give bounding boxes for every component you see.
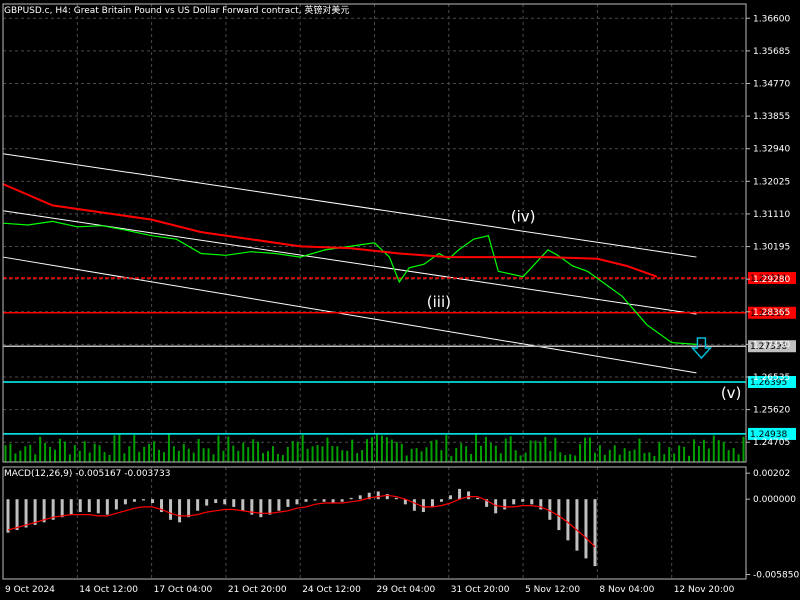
macd-panel bbox=[6, 488, 597, 567]
trend-channel bbox=[2, 153, 697, 374]
level-label-box bbox=[748, 306, 796, 319]
y-tick-label: 1.24705 bbox=[753, 438, 790, 448]
y-tick-label: 1.35685 bbox=[753, 47, 790, 57]
macd-tick-label: 0.00202 bbox=[753, 469, 790, 479]
y-tick-label: 1.33855 bbox=[753, 112, 790, 122]
level-label: 1.29311 bbox=[750, 274, 787, 284]
x-tick-label: 12 Nov 20:00 bbox=[674, 585, 735, 595]
macd-panel-border bbox=[2, 466, 747, 580]
x-tick-label: 9 Oct 2024 bbox=[5, 585, 55, 595]
y-tick-label: 1.32025 bbox=[753, 177, 790, 187]
macd-label: MACD(12,26,9) -0.005167 -0.003733 bbox=[4, 469, 171, 479]
wave-label: (iii) bbox=[427, 293, 451, 311]
level-label-box bbox=[748, 272, 796, 285]
level-label: 1.26395 bbox=[750, 378, 787, 388]
x-tick-label: 24 Oct 12:00 bbox=[302, 585, 361, 595]
price-panel-border bbox=[2, 3, 747, 463]
macd-signal-line bbox=[7, 494, 596, 548]
x-tick-label: 17 Oct 04:00 bbox=[154, 585, 213, 595]
channel-line bbox=[2, 210, 697, 315]
macd-tick-label: 0.000000 bbox=[753, 495, 796, 505]
y-tick-label: 1.29280 bbox=[753, 275, 790, 285]
y-tick-label: 1.36600 bbox=[753, 14, 790, 24]
price-levels: 1.29311 1.28337 1.27398 1.26395 1.24938 bbox=[3, 272, 796, 440]
x-tick-label: 21 Oct 20:00 bbox=[228, 585, 287, 595]
wave-label: (iv) bbox=[511, 207, 536, 225]
level-label: 1.28337 bbox=[750, 309, 787, 319]
y-tick-label: 1.27450 bbox=[753, 340, 790, 350]
level-label-box bbox=[748, 375, 796, 388]
channel-line bbox=[2, 153, 697, 258]
y-tick-label: 1.26535 bbox=[753, 373, 790, 383]
axes: 9 Oct 2024 14 Oct 12:00 17 Oct 04:00 21 Oct… bbox=[2, 3, 799, 595]
level-label-box bbox=[748, 340, 796, 353]
macd-tick-label: -0.005850 bbox=[753, 570, 799, 580]
level-label: 1.24938 bbox=[750, 430, 787, 440]
y-tick-label: 1.32940 bbox=[753, 145, 790, 155]
chart-title: GBPUSD.c, H4: Great Britain Pound vs US … bbox=[4, 6, 350, 16]
x-tick-label: 8 Nov 04:00 bbox=[599, 585, 654, 595]
y-tick-label: 1.30195 bbox=[753, 243, 790, 253]
wave-label: (v) bbox=[721, 384, 742, 402]
y-tick-label: 1.25620 bbox=[753, 406, 790, 416]
x-tick-label: 31 Oct 20:00 bbox=[451, 585, 510, 595]
down-arrow-icon bbox=[690, 337, 713, 360]
level-label-box bbox=[748, 427, 796, 440]
price-line bbox=[2, 220, 697, 345]
x-tick-label: 29 Oct 04:00 bbox=[377, 585, 436, 595]
y-tick-label: 1.31110 bbox=[753, 210, 790, 220]
channel-line bbox=[2, 256, 697, 374]
y-tick-label: 1.34770 bbox=[753, 79, 790, 89]
x-tick-label: 5 Nov 12:00 bbox=[525, 585, 580, 595]
x-tick-label: 14 Oct 12:00 bbox=[79, 585, 138, 595]
volume-bars bbox=[4, 434, 745, 462]
ma-line bbox=[2, 183, 658, 278]
level-label: 1.27398 bbox=[750, 342, 787, 352]
y-tick-label: 1.28365 bbox=[753, 308, 790, 318]
wave-labels: (iv) (iii) (v) bbox=[427, 207, 742, 401]
grid-lines bbox=[3, 4, 746, 579]
price-series bbox=[2, 183, 697, 345]
